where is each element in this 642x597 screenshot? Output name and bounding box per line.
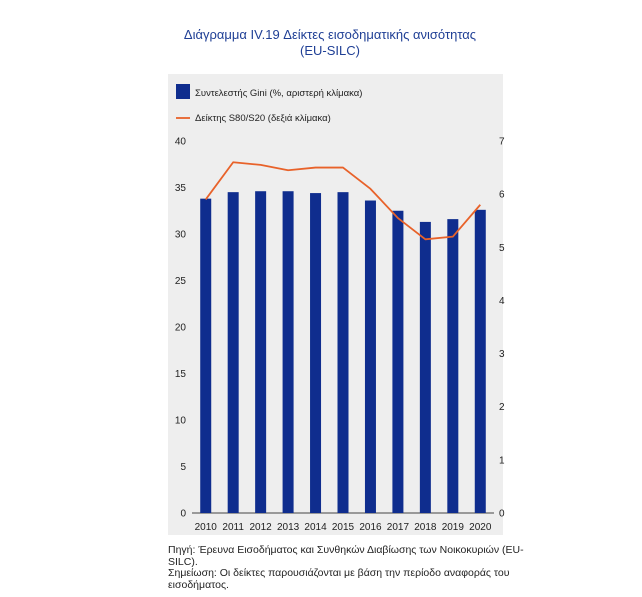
y-left-tick-label: 0 <box>180 509 186 520</box>
y-right-tick-label: 3 <box>499 349 505 360</box>
y-right-tick-label: 4 <box>499 296 505 307</box>
y-left-tick-label: 25 <box>175 276 187 287</box>
y-right-tick-label: 1 <box>499 455 505 466</box>
chart-title-line-2: (EU-SILC) <box>300 43 360 58</box>
x-tick-label: 2015 <box>332 522 355 533</box>
bar-gini-2011 <box>227 192 239 513</box>
bar-gini-2015 <box>337 192 349 513</box>
bar-gini-2016 <box>364 200 376 513</box>
y-left-tick-label: 40 <box>175 137 187 148</box>
axes: 0 5 10 15 20 25 30 35 40 0 1 2 3 4 5 6 7 <box>175 137 505 520</box>
x-tick-label: 2010 <box>195 522 218 533</box>
y-right-tick-label: 2 <box>499 402 505 413</box>
legend-label-s80s20: Δείκτης S80/S20 (δεξιά κλίμακα) <box>195 113 331 124</box>
bar-gini-2020 <box>474 209 486 513</box>
x-tick-label: 2013 <box>277 522 300 533</box>
x-tick-labels: 2010 2011 2012 2013 2014 2015 2016 2017 2018 2019… <box>195 522 492 533</box>
x-tick-label: 2014 <box>304 522 327 533</box>
bar-gini-2012 <box>255 191 267 513</box>
bar-gini-2018 <box>419 221 431 513</box>
x-tick-label: 2016 <box>359 522 382 533</box>
method-note: Σημείωση: Οι δείκτες παρουσιάζονται με β… <box>168 567 510 591</box>
bar-gini-2017 <box>392 210 404 513</box>
chart-notes: Πηγή: Έρευνα Εισοδήματος και Συνθηκών Δι… <box>168 544 528 591</box>
y-right-tick-label: 0 <box>499 509 505 520</box>
line-series <box>205 161 481 241</box>
y-left-tick-label: 10 <box>175 416 187 427</box>
chart-panel <box>168 74 503 535</box>
bar-gini-2010 <box>200 198 212 513</box>
x-tick-label: 2012 <box>250 522 273 533</box>
legend-label-gini: Συντελεστής Gini (%, αριστερή κλίμακα) <box>195 88 362 99</box>
x-tick-label: 2017 <box>387 522 410 533</box>
y-right-tick-label: 7 <box>499 137 505 148</box>
x-tick-label: 2011 <box>222 522 244 533</box>
legend-swatch-gini <box>176 84 190 99</box>
y-left-tick-label: 20 <box>175 323 187 334</box>
x-tick-label: 2018 <box>414 522 437 533</box>
y-left-tick-label: 15 <box>175 369 187 380</box>
legend: Συντελεστής Gini (%, αριστερή κλίμακα) Δ… <box>176 84 362 124</box>
x-tick-label: 2019 <box>442 522 465 533</box>
source-note: Πηγή: Έρευνα Εισοδήματος και Συνθηκών Δι… <box>168 544 524 568</box>
chart-title-line-1: Διάγραμμα IV.19 Δείκτες εισοδηματικής αν… <box>183 27 477 42</box>
x-tick-label: 2020 <box>469 522 492 533</box>
y-left-tick-label: 35 <box>175 183 187 194</box>
y-left-tick-label: 5 <box>180 462 186 473</box>
y-right-tick-label: 5 <box>499 243 505 254</box>
bar-gini-2014 <box>310 193 322 513</box>
bar-gini-2019 <box>447 219 459 513</box>
y-left-tick-label: 30 <box>175 230 187 241</box>
bars <box>200 191 486 513</box>
bar-gini-2013 <box>282 191 294 513</box>
y-right-tick-label: 6 <box>499 190 505 201</box>
line-s80s20 <box>205 161 481 241</box>
